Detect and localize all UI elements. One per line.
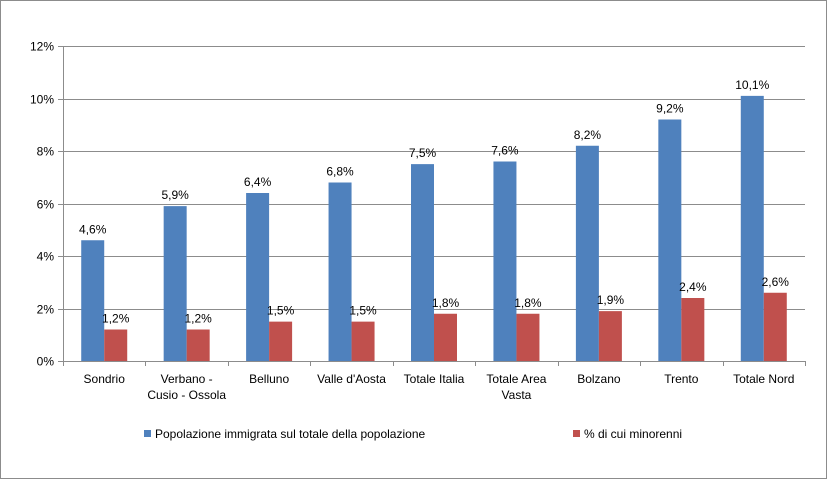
bar-popolazione xyxy=(575,145,599,361)
data-label: 1,8% xyxy=(514,296,542,310)
bar-popolazione xyxy=(81,240,105,361)
x-category-label: Totale Italia xyxy=(404,372,465,386)
data-label: 6,8% xyxy=(326,165,354,179)
x-category-label-line: Belluno xyxy=(249,372,289,386)
legend-label: % di cui minorenni xyxy=(584,427,682,441)
bar-minorenni xyxy=(598,311,622,361)
x-category-label-line: Valle d'Aosta xyxy=(317,372,386,386)
x-category-label-line: Vasta xyxy=(502,388,532,402)
data-label: 1,8% xyxy=(432,296,460,310)
bar-popolazione xyxy=(493,161,517,361)
data-label: 9,2% xyxy=(656,102,684,116)
data-label: 1,2% xyxy=(102,312,130,326)
bar-popolazione xyxy=(163,206,187,361)
x-category-label: Sondrio xyxy=(84,372,126,386)
bar-minorenni xyxy=(434,313,457,361)
x-category-label: Belluno xyxy=(249,372,289,386)
legend: Popolazione immigrata sul totale della p… xyxy=(144,427,682,441)
bar-minorenni xyxy=(763,292,787,361)
data-label: 10,1% xyxy=(735,78,769,92)
data-label: 2,6% xyxy=(762,275,790,289)
x-category-label: Bolzano xyxy=(577,372,621,386)
legend-label: Popolazione immigrata sul totale della p… xyxy=(155,427,425,441)
data-label: 8,2% xyxy=(574,128,602,142)
bar-minorenni xyxy=(104,329,128,361)
data-label: 5,9% xyxy=(161,188,189,202)
x-category-label-line: Cusio - Ossola xyxy=(147,388,226,402)
x-category-label-line: Sondrio xyxy=(84,372,126,386)
x-category-label-line: Trento xyxy=(664,372,699,386)
y-tick-label: 4% xyxy=(37,250,55,264)
legend-swatch xyxy=(144,430,151,437)
data-label: 7,5% xyxy=(409,146,437,160)
bar-popolazione xyxy=(328,182,352,361)
y-tick-label: 2% xyxy=(37,303,55,317)
x-category-label-line: Totale Italia xyxy=(404,372,465,386)
bar-minorenni xyxy=(269,321,293,361)
bar-popolazione xyxy=(411,164,434,361)
data-label: 6,4% xyxy=(244,175,272,189)
bar-minorenni xyxy=(681,298,705,361)
legend-swatch xyxy=(573,430,580,437)
bar-popolazione xyxy=(740,95,764,361)
y-tick-label: 0% xyxy=(37,355,55,369)
x-axis: Sondrio Verbano - Cusio - Ossola Belluno Val… xyxy=(63,361,806,402)
y-tick-label: 6% xyxy=(37,198,55,212)
y-axis: 0% 2% 4% 6% 8% 10% 12% xyxy=(30,40,64,369)
bar-minorenni xyxy=(186,329,210,361)
x-category-label: Verbano - Cusio - Ossola xyxy=(147,372,226,402)
data-label: 4,6% xyxy=(79,222,107,236)
x-category-label: Valle d'Aosta xyxy=(317,372,386,386)
x-category-label: Trento xyxy=(664,372,699,386)
x-category-label-line: Totale Nord xyxy=(733,372,794,386)
bar-popolazione xyxy=(658,119,682,361)
y-tick-label: 12% xyxy=(30,40,54,54)
bars xyxy=(81,95,787,361)
x-category-label-line: Verbano - xyxy=(161,372,213,386)
data-label: 1,9% xyxy=(597,293,625,307)
data-label: 1,5% xyxy=(349,304,377,318)
data-label: 7,6% xyxy=(491,144,519,158)
x-category-label-line: Totale Area xyxy=(486,372,546,386)
y-tick-label: 10% xyxy=(30,93,54,107)
y-tick-label: 8% xyxy=(37,145,55,159)
x-category-label: Totale Nord xyxy=(733,372,794,386)
bar-popolazione xyxy=(246,193,270,361)
bar-minorenni xyxy=(516,313,540,361)
x-category-label: Totale Area Vasta xyxy=(486,372,546,402)
data-label: 1,2% xyxy=(184,312,212,326)
bar-minorenni xyxy=(351,321,375,361)
x-category-label-line: Bolzano xyxy=(577,372,621,386)
data-labels: 4,6% 1,2% 5,9% 1,2% 6,4% 1,5% 6,8% 1,5% 7,5% 1,8%… xyxy=(79,78,789,326)
data-label: 2,4% xyxy=(679,280,707,294)
data-label: 1,5% xyxy=(267,304,295,318)
